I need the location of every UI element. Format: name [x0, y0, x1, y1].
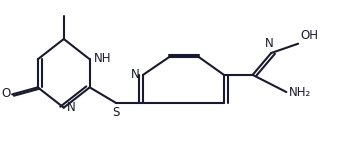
Text: O: O: [1, 87, 11, 100]
Text: NH₂: NH₂: [289, 85, 311, 99]
Text: S: S: [113, 106, 120, 119]
Text: N: N: [67, 101, 76, 114]
Text: N: N: [131, 68, 140, 81]
Text: NH: NH: [94, 52, 111, 65]
Text: N: N: [265, 37, 274, 50]
Text: OH: OH: [301, 29, 319, 42]
